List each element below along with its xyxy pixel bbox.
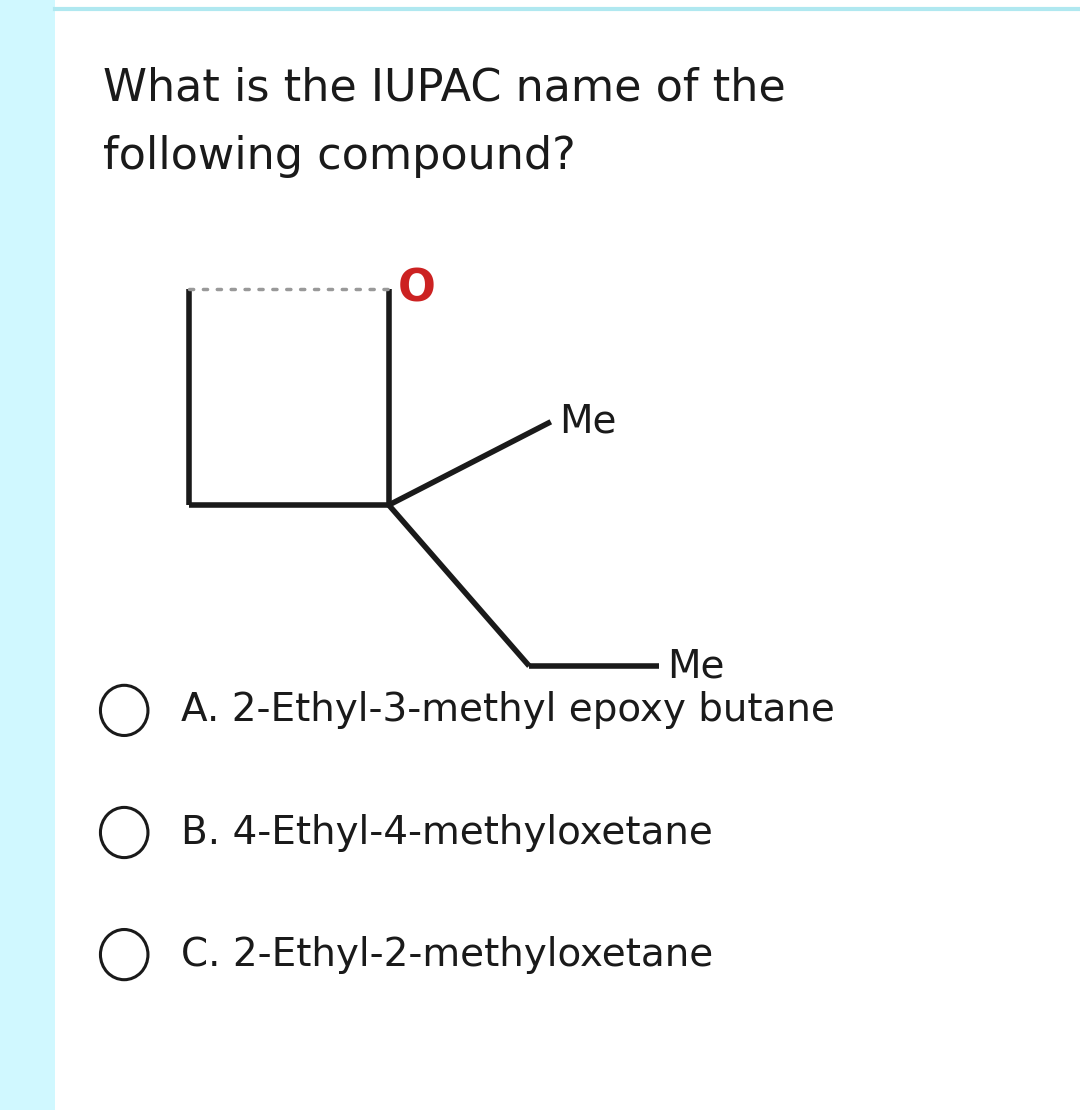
Text: What is the IUPAC name of the: What is the IUPAC name of the	[103, 67, 785, 110]
Text: following compound?: following compound?	[103, 135, 576, 179]
Text: Me: Me	[559, 403, 617, 441]
Text: B. 4-Ethyl-4-methyloxetane: B. 4-Ethyl-4-methyloxetane	[181, 814, 713, 851]
Text: O: O	[397, 268, 435, 310]
Text: Me: Me	[667, 647, 725, 685]
Text: C. 2-Ethyl-2-methyloxetane: C. 2-Ethyl-2-methyloxetane	[181, 936, 714, 973]
Text: A. 2-Ethyl-3-methyl epoxy butane: A. 2-Ethyl-3-methyl epoxy butane	[181, 692, 835, 729]
Bar	[0, 0, 55, 1110]
